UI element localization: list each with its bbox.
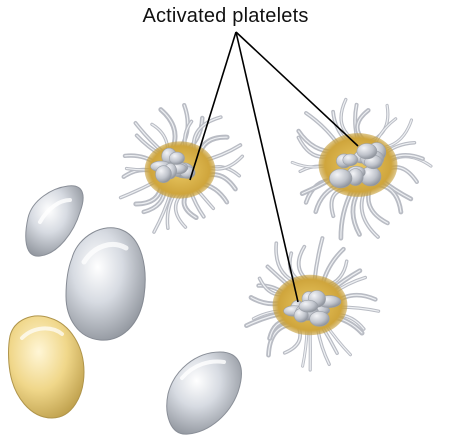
platelet-lump xyxy=(342,153,359,167)
resting-platelet-icon xyxy=(25,185,84,257)
leader-line-bottom xyxy=(235,31,299,303)
resting-platelet-icon xyxy=(166,351,242,435)
platelet-lump xyxy=(356,143,378,160)
pseudopod xyxy=(338,188,355,241)
leader-line-left xyxy=(189,31,237,181)
platelet-lump xyxy=(155,165,172,183)
platelet-lump xyxy=(168,151,185,165)
pseudopod-highlight xyxy=(340,98,354,140)
platelet-lump xyxy=(309,310,330,327)
activated-platelet-icon xyxy=(244,236,381,372)
activated-platelet-icon xyxy=(290,97,433,241)
resting-platelet-icon xyxy=(65,227,146,341)
diagram-label: Activated platelets xyxy=(142,5,309,27)
platelet-core xyxy=(318,133,398,197)
leader-lines xyxy=(189,31,359,303)
resting-platelet-icon xyxy=(8,315,85,419)
activated-platelet-icon xyxy=(118,102,245,234)
platelet-lump xyxy=(329,168,353,189)
leader-line-right xyxy=(235,31,359,147)
platelet-lump xyxy=(298,299,319,313)
